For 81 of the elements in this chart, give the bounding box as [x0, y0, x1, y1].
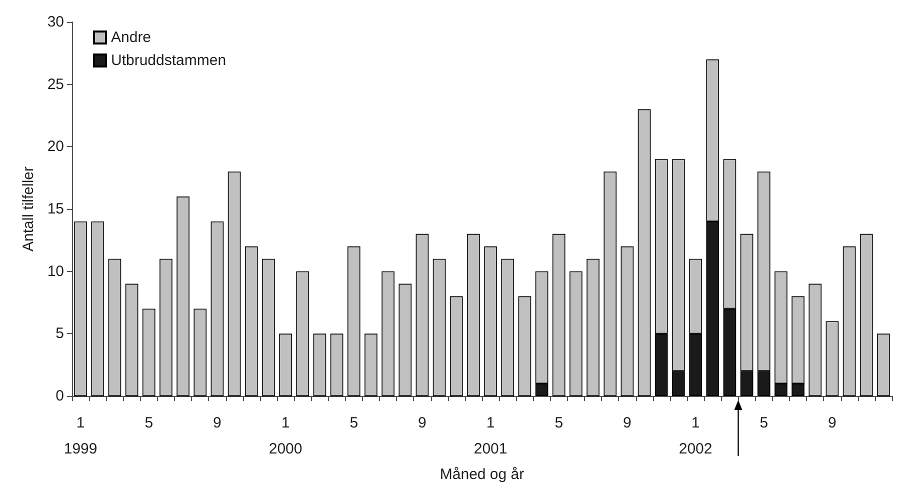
x-tick-label: 9: [828, 414, 836, 432]
bar: [706, 59, 720, 222]
bar: [125, 284, 138, 396]
bar: [654, 159, 668, 334]
x-tick-label: 9: [213, 414, 222, 432]
bar: [654, 334, 668, 396]
x-tick-label: 9: [623, 414, 632, 432]
bar: [638, 109, 651, 396]
bar: [757, 172, 770, 372]
x-tick-label: 5: [350, 414, 358, 432]
bar: [826, 321, 839, 396]
y-tick-label: 0: [56, 388, 64, 404]
bar: [279, 334, 292, 396]
bar: [74, 221, 87, 396]
y-axis-title: Antall tilfeller: [20, 166, 37, 252]
bar: [160, 258, 172, 396]
bar: [330, 334, 344, 396]
bar: [296, 271, 310, 396]
bar: [774, 384, 788, 396]
bar: [347, 246, 360, 396]
bar: [518, 296, 532, 396]
bar: [706, 221, 720, 396]
legend-label: Utbruddstammen: [111, 52, 226, 69]
bar: [450, 296, 463, 396]
bar: [860, 234, 873, 396]
x-tick-label: 1 1999: [64, 414, 98, 458]
y-tick-label: 25: [47, 76, 64, 93]
bar: [792, 384, 804, 396]
bar: [808, 284, 822, 396]
bar: [604, 172, 617, 396]
bar: [877, 334, 890, 396]
y-tick-label: 10: [47, 262, 64, 280]
bar: [364, 334, 378, 396]
x-tick-label: 5: [554, 414, 564, 432]
x-tick-label: 5: [144, 414, 154, 432]
bar: [416, 234, 429, 396]
bar: [501, 258, 514, 396]
bar: [398, 284, 412, 396]
bar: [91, 221, 104, 396]
y-tick-label: 20: [47, 138, 64, 156]
bar: [432, 258, 446, 396]
bar: [740, 234, 754, 372]
y-tick-label: 5: [56, 325, 64, 342]
x-axis-title: Måned og år: [440, 466, 524, 483]
bar: [467, 234, 480, 396]
bar: [689, 258, 702, 334]
x-tick-label: 1 2000: [268, 414, 302, 458]
bar: [142, 308, 156, 396]
bar: [757, 371, 770, 396]
bar: [672, 371, 685, 396]
bar: [570, 271, 582, 396]
bar: [535, 384, 548, 396]
bar: [108, 258, 122, 396]
x-tick-label: 5: [760, 414, 768, 432]
x-tick-label: 1 2002: [678, 414, 712, 458]
bar: [740, 371, 754, 396]
bar: [792, 296, 804, 384]
legend-label: Andre: [111, 29, 152, 46]
bar: [586, 258, 600, 396]
bar: [210, 221, 224, 396]
bar: [228, 172, 241, 396]
x-tick-label: 1 2001: [474, 414, 508, 458]
bar: [689, 334, 702, 396]
x-tick-label: 9: [418, 414, 426, 432]
bar: [313, 334, 326, 396]
bar: [552, 234, 566, 396]
y-tick-label: 30: [47, 14, 64, 30]
bar: [262, 258, 275, 396]
bar: [842, 246, 856, 396]
bar: [774, 271, 788, 384]
bar: [535, 271, 548, 384]
y-tick-label: 15: [47, 200, 64, 218]
bar: [382, 271, 394, 396]
bar: [176, 196, 190, 396]
bar: [723, 159, 736, 309]
bar: [484, 246, 497, 396]
bar: [620, 246, 634, 396]
bar: [194, 308, 207, 396]
bar: [672, 159, 685, 372]
bar: [723, 308, 736, 396]
bar: [244, 246, 258, 396]
